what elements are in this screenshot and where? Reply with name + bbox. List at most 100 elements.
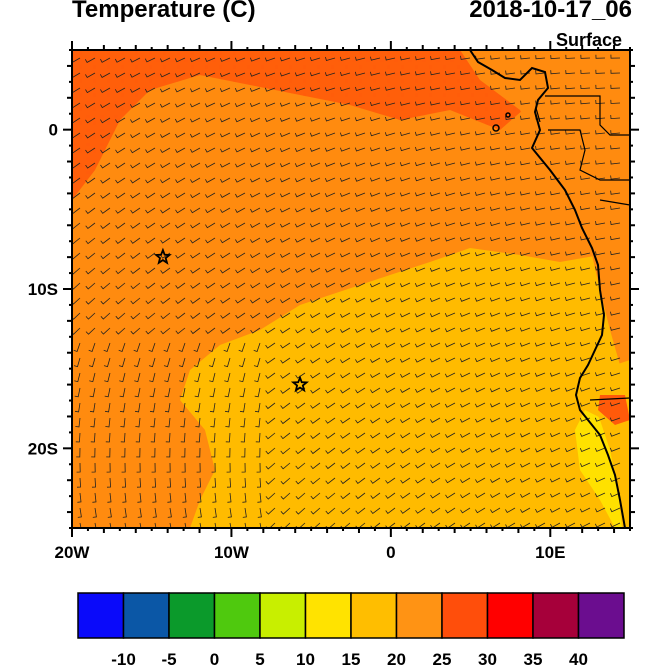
wind-barb <box>145 132 156 139</box>
wind-barb <box>475 492 486 499</box>
wind-barb <box>565 281 576 286</box>
wind-barb <box>415 387 426 393</box>
wind-barb <box>610 326 621 331</box>
wind-barb <box>179 402 186 413</box>
wind-barb <box>219 87 231 93</box>
wind-barb <box>134 372 141 383</box>
wind-barb <box>178 342 186 353</box>
wind-barb <box>594 417 606 422</box>
wind-barb <box>415 101 426 106</box>
wind-barb <box>445 131 456 136</box>
wind-barb <box>149 402 156 413</box>
star-marker-1 <box>153 247 172 265</box>
wind-barb <box>324 252 336 258</box>
wind-barb <box>85 327 96 335</box>
wind-barb <box>265 72 276 77</box>
wind-barb <box>595 69 606 74</box>
wind-barb <box>519 477 531 483</box>
wind-barb <box>309 207 321 213</box>
wind-barb <box>340 402 351 409</box>
wind-barb <box>594 432 606 437</box>
wind-barb <box>257 492 262 503</box>
wind-barb <box>250 282 261 289</box>
wind-barb <box>595 205 606 210</box>
wind-barb <box>160 327 171 335</box>
wind-barb <box>460 70 471 75</box>
wind-barb <box>399 357 411 363</box>
wind-barb <box>354 207 366 212</box>
wind-barb <box>595 190 606 195</box>
wind-barb <box>119 402 126 413</box>
wind-barb <box>444 327 456 333</box>
wind-barb <box>385 71 396 76</box>
wind-barb <box>505 55 516 60</box>
wind-barb <box>152 492 157 503</box>
wind-barb <box>444 357 456 363</box>
wind-barb <box>429 357 441 363</box>
wind-barb <box>370 101 381 106</box>
wind-barb <box>384 282 396 288</box>
wind-barb <box>279 147 291 153</box>
wind-barb <box>400 177 411 182</box>
wind-barb <box>565 507 576 513</box>
wind-barb <box>294 57 306 62</box>
wind-barb <box>204 87 216 93</box>
wind-barb <box>226 462 231 473</box>
wind-barb <box>241 462 246 473</box>
wind-barb <box>85 252 96 260</box>
wind-barb <box>370 492 381 499</box>
wind-barb <box>255 432 261 443</box>
wind-barb <box>279 192 291 198</box>
level-label: Surface <box>556 30 623 50</box>
wind-barb <box>474 267 486 272</box>
wind-barb <box>130 87 141 93</box>
wind-barb <box>489 387 501 393</box>
wind-barb <box>145 252 156 259</box>
wind-barb <box>610 175 621 180</box>
wind-barb <box>429 192 441 197</box>
wind-barb <box>85 192 96 199</box>
wind-barb <box>474 357 486 363</box>
wind-barb <box>369 117 381 122</box>
wind-barb <box>415 116 426 121</box>
wind-barb <box>475 116 486 121</box>
wind-barb <box>77 492 82 503</box>
wind-barb <box>324 102 336 107</box>
wind-barb <box>384 132 396 137</box>
wind-barb <box>295 462 306 470</box>
wind-barb <box>385 417 396 424</box>
wind-barb <box>550 297 561 302</box>
wind-barb <box>106 462 111 473</box>
wind-barb <box>370 522 381 528</box>
wind-barb <box>205 267 216 274</box>
wind-barb <box>415 417 426 424</box>
wind-barb <box>219 132 231 138</box>
wind-barb <box>444 161 456 166</box>
wind-barb <box>519 251 531 256</box>
wind-barb <box>399 282 411 288</box>
wind-barb <box>118 357 126 368</box>
wind-barb <box>279 177 291 183</box>
wind-barb <box>339 207 351 213</box>
wind-barb <box>550 191 561 196</box>
wind-barb <box>220 282 231 289</box>
wind-barb <box>534 432 546 438</box>
wind-barb <box>520 221 531 226</box>
wind-barb <box>594 402 606 407</box>
wind-barb <box>549 402 561 407</box>
wind-barb <box>475 507 486 514</box>
wind-barb <box>355 86 366 91</box>
wind-barb <box>250 267 261 274</box>
wind-barb <box>193 357 201 368</box>
wind-barb <box>610 205 621 210</box>
wind-barb <box>175 177 186 184</box>
wind-barb <box>474 432 486 438</box>
wind-barb <box>355 477 366 484</box>
wind-barb <box>520 432 531 438</box>
wind-barb <box>399 297 411 303</box>
wind-barb <box>205 132 216 138</box>
wind-barb <box>549 357 561 362</box>
wind-barb <box>136 447 141 458</box>
wind-barb <box>444 297 456 302</box>
wind-barb <box>490 402 501 408</box>
